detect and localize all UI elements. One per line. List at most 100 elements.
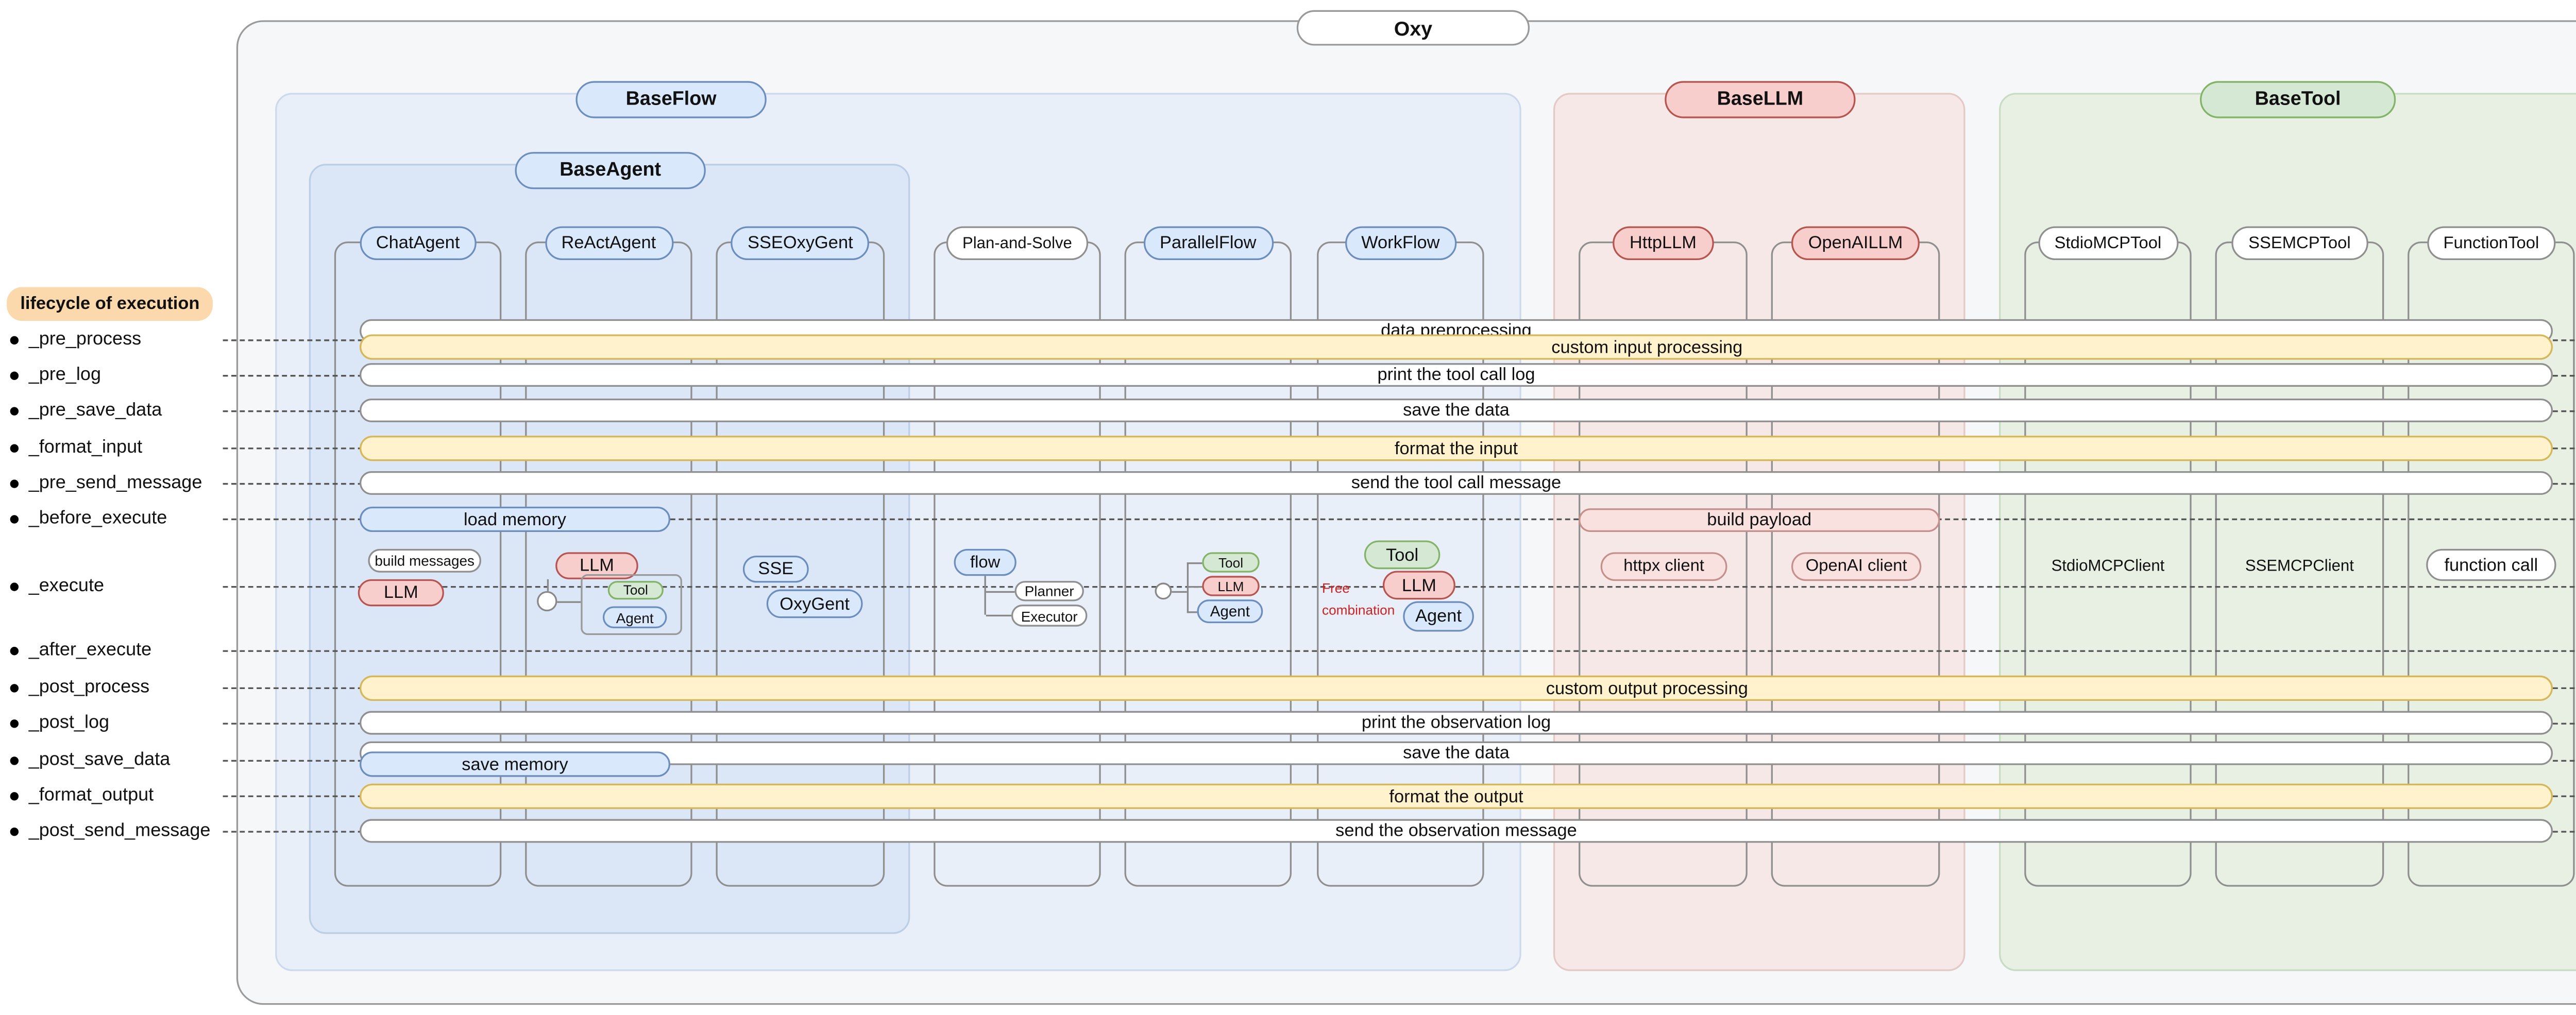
llm-pill: LLM <box>1382 571 1455 600</box>
functiontool-class-box: FunctionTool <box>2408 226 2575 887</box>
chatagent-class-box: ChatAgent <box>334 226 502 887</box>
lifecycle-item: _execute <box>28 576 105 596</box>
bullet-icon <box>10 406 19 415</box>
planandsolve-title: Plan-and-Solve <box>945 226 1089 261</box>
band-print-observation-log: print the observation log <box>360 711 2553 735</box>
openaillm-class-box: OpenAILLM <box>1771 226 1940 887</box>
lifecycle-item: _pre_send_message <box>28 473 202 493</box>
lifecycle-item: _format_output <box>28 785 154 806</box>
bullet-icon <box>10 478 19 488</box>
planner-pill: Planner <box>1014 581 1084 601</box>
bullet-icon <box>10 718 19 727</box>
stdiomcptool-class-box: StdioMCPTool <box>2024 226 2192 887</box>
bullet-icon <box>10 755 19 764</box>
openai-client-pill: OpenAI client <box>1791 552 1922 581</box>
parallelflow-class-box: ParallelFlow <box>1124 226 1292 887</box>
connector-line <box>547 579 549 591</box>
band-build-payload: build payload <box>1579 508 1940 532</box>
band-print-tool-call-log: print the tool call log <box>360 363 2553 387</box>
lifecycle-item: _pre_save_data <box>28 400 162 421</box>
band-load-memory: load memory <box>360 506 671 532</box>
lifecycle-item: _pre_log <box>28 365 101 385</box>
react-loop-box <box>581 574 682 635</box>
lifecycle-item: _post_process <box>28 677 150 698</box>
functiontool-title: FunctionTool <box>2426 226 2556 261</box>
sseoxygent-title: SSEOxyGent <box>731 226 870 261</box>
baseflow-title: BaseFlow <box>575 81 767 118</box>
baseagent-title: BaseAgent <box>515 152 706 190</box>
lifecycle-item: _format_input <box>28 437 143 458</box>
lifecycle-line <box>223 518 2576 521</box>
connector-line <box>557 601 581 603</box>
lifecycle-line <box>223 650 2576 652</box>
bullet-icon <box>10 443 19 452</box>
connector-line <box>1187 611 1197 613</box>
connector-line <box>986 591 1015 593</box>
lifecycle-item: _pre_process <box>28 329 142 350</box>
agent-pill: Agent <box>1403 601 1474 632</box>
band-custom-input-processing: custom input processing <box>360 334 2553 360</box>
connector-line <box>1187 562 1189 613</box>
free-combination-label: Free combination <box>1321 581 1395 618</box>
band-send-observation-message: send the observation message <box>360 819 2553 843</box>
build-messages-pill: build messages <box>368 548 481 573</box>
fork-circle <box>1155 582 1172 600</box>
lifecycle-item: _post_send_message <box>28 820 211 841</box>
lifecycle-header: lifecycle of execution <box>7 287 213 321</box>
reactagent-title: ReActAgent <box>544 226 673 261</box>
band-save-the-data-pre: save the data <box>360 398 2553 422</box>
flow-pill: flow <box>954 548 1016 576</box>
ssemcptool-title: SSEMCPTool <box>2231 226 2368 261</box>
parallelflow-title: ParallelFlow <box>1143 226 1274 261</box>
bullet-icon <box>10 827 19 835</box>
chatagent-title: ChatAgent <box>359 226 477 261</box>
reactagent-class-box: ReActAgent <box>525 226 692 887</box>
function-call-pill: function call <box>2426 548 2556 581</box>
bullet-icon <box>10 646 19 655</box>
lifecycle-item: _post_log <box>28 712 110 733</box>
agent-pill: Agent <box>1197 599 1263 624</box>
workflow-class-box: WorkFlow <box>1317 226 1484 887</box>
connector-line <box>1187 586 1202 588</box>
stdiomcptool-title: StdioMCPTool <box>2037 226 2179 261</box>
ssemcptool-class-box: SSEMCPTool <box>2215 226 2384 887</box>
connector-line <box>986 614 1011 617</box>
stdio-mcp-client-label: StdioMCPClient <box>2051 557 2165 576</box>
httpx-client-pill: httpx client <box>1600 552 1727 581</box>
sseoxygent-class-box: SSE OxyGent <box>716 226 885 887</box>
connector-line <box>1187 562 1202 564</box>
bullet-icon <box>10 335 19 344</box>
band-save-the-data-post: save the data <box>360 741 2553 765</box>
sse-mcp-client-label: SSEMCPClient <box>2245 557 2354 576</box>
planandsolve-class-box: Plan-and-Solve <box>934 226 1101 887</box>
httpllm-title: HttpLLM <box>1613 226 1714 261</box>
llm-pill: LLM <box>1202 576 1260 596</box>
basetool-title: BaseTool <box>2200 81 2396 118</box>
connector-line <box>984 576 986 615</box>
agent-pill: Agent <box>602 606 667 628</box>
httpllm-class-box: HttpLLM <box>1579 226 1748 887</box>
bullet-icon <box>10 370 19 380</box>
band-format-the-output: format the output <box>360 783 2553 809</box>
bullet-icon <box>10 514 19 523</box>
bullet-icon <box>10 791 19 800</box>
workflow-title: WorkFlow <box>1344 226 1457 261</box>
basellm-title: BaseLLM <box>1665 81 1856 118</box>
band-format-the-input: format the input <box>360 436 2553 461</box>
tool-pill: Tool <box>1202 552 1260 573</box>
band-custom-output-processing: custom output processing <box>360 675 2553 701</box>
loop-circle <box>537 591 557 612</box>
diagram-title: Oxy <box>1296 10 1530 46</box>
bullet-icon <box>10 683 19 692</box>
lifecycle-item: _before_execute <box>28 508 167 529</box>
llm-pill: LLM <box>358 579 444 607</box>
sse-pill: SSE <box>742 555 809 583</box>
executor-pill: Executor <box>1011 605 1088 627</box>
lifecycle-item: _after_execute <box>28 640 152 661</box>
band-save-memory: save memory <box>360 751 671 777</box>
lifecycle-item: _post_save_data <box>28 750 171 770</box>
tool-pill: Tool <box>607 581 664 600</box>
oxygent-pill: OxyGent <box>766 589 863 618</box>
band-send-tool-call-message: send the tool call message <box>360 471 2553 495</box>
